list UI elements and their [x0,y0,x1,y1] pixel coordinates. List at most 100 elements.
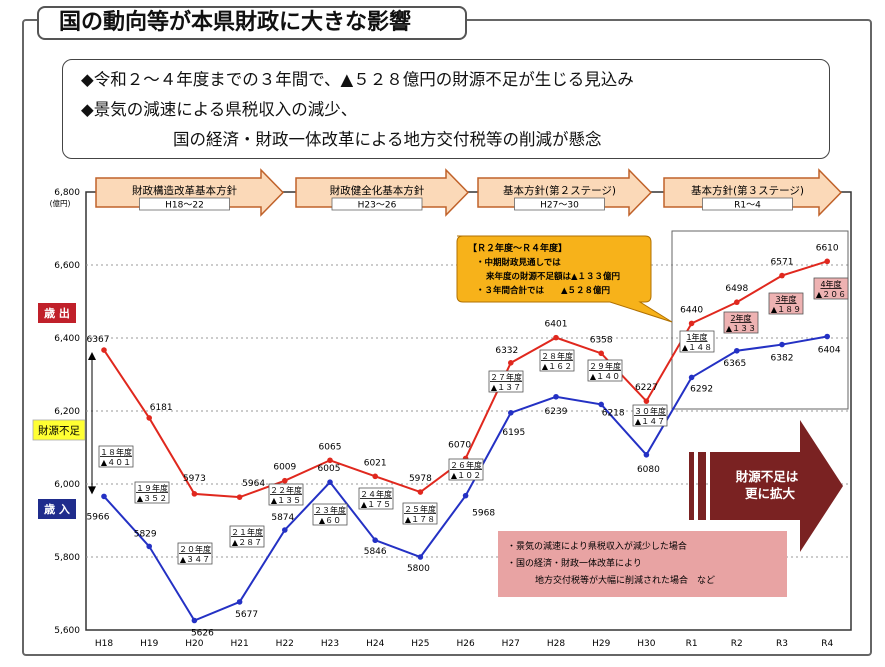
shortfall-value: ▲３５２ [137,494,167,503]
shortfall-year: ２１年度 [231,527,263,537]
x-tick-label: H18 [95,639,113,649]
phase-period: R1～4 [734,201,761,211]
phase-period-box [139,197,230,211]
x-tick-label: H30 [637,639,655,649]
expenditure-point [372,473,379,480]
data-label: 5964 [242,479,265,489]
arrow-text: 財源不足は [735,469,799,484]
revenue-point [462,492,469,499]
data-label: 6227 [635,383,658,393]
shortfall-label-box [177,542,213,565]
summary-line-3: 国の経済・財政一体改革による地方交付税等の削減が懸念 [173,130,602,149]
shortfall-year: ２７年度 [490,372,522,382]
shortfall-year: ２９年度 [589,361,621,371]
shortfall-value: ▲２８７ [232,538,262,547]
expenditure-point [101,347,107,353]
shortfall-value: ▲１８９ [771,305,801,314]
shortfall-year: ２０年度 [179,544,211,554]
x-tick-label: H19 [140,639,158,649]
expenditure-point [282,477,288,484]
revenue-point [327,479,333,485]
arrow-text: 更に拡大 [745,486,796,501]
revenue-point [598,401,604,408]
x-tick-label: H29 [592,639,610,649]
data-label: 6332 [495,346,518,356]
phase-period-box [514,197,605,211]
shortfall-label-box [312,503,348,526]
legend-shortfall: 財源不足 [38,424,80,437]
shortfall-year: 2年度 [730,313,751,323]
revenue-point [282,527,288,533]
shortfall-value: ▲１７８ [405,515,435,524]
legend-revenue: 歳 入 [44,502,70,516]
revenue-point [643,452,650,458]
data-label: 5677 [235,610,258,620]
callout-line: ・３年間合計では ▲５２８億円 [476,285,610,296]
shortfall-value: ▲４０１ [101,458,131,467]
revenue-point [734,347,740,354]
expenditure-point [508,360,514,366]
expenditure-point [327,457,333,464]
y-tick-label: 5,800 [54,553,80,563]
y-tick-label: 5,600 [54,626,80,636]
x-tick-label: H23 [321,639,339,649]
arrow-stripe [689,452,694,520]
legend-shortfall-box [32,419,86,441]
data-label: 6195 [502,428,525,438]
data-label: 6009 [273,463,296,473]
shortfall-label-box [134,481,170,504]
y-tick-label: 6,400 [54,334,80,344]
risk-note-line: ・国の経済・財政一体改革により [507,557,642,569]
data-label: 6181 [150,403,173,413]
shortfall-year: ２３年度 [314,505,346,515]
expenditure-point [779,272,785,279]
x-tick-label: H24 [366,639,384,649]
revenue-point [372,537,379,544]
revenue-point [101,493,107,500]
data-label: 6218 [602,408,625,418]
arrowhead-down [88,486,96,495]
shortfall-value: ▲６０ [319,516,341,525]
shortfall-year: ２５年度 [404,504,436,514]
shortfall-label-box [632,404,668,427]
shortfall-label-box [268,483,304,506]
x-tick-label: H21 [230,639,248,649]
phase-name: 基本方針(第３ステージ) [691,184,804,197]
data-label: 6021 [364,458,387,468]
revenue-point [191,617,198,624]
shortfall-year: ３０年度 [634,406,666,416]
data-label: 5626 [191,629,214,639]
phase-name: 財政構造改革基本方針 [132,184,237,197]
shortfall-value: ▲１４８ [682,343,712,352]
shortfall-label-box [488,370,524,393]
data-label: 5978 [409,474,432,484]
data-label: 6080 [637,465,660,475]
revenue-point [824,333,830,340]
shortfall-value: ▲３４７ [180,555,210,564]
shortfall-growth-arrow [710,420,843,552]
data-label: 5973 [183,474,206,484]
expenditure-point [598,350,604,357]
shortfall-year: １８年度 [100,447,132,457]
shortfall-label-box [229,525,265,548]
risk-note-box [498,531,787,597]
revenue-point [688,374,695,381]
data-label: 6440 [680,305,703,315]
data-label: 5846 [364,547,387,557]
data-label: 6239 [545,407,568,417]
x-tick-label: R3 [776,639,788,649]
revenue-point [417,554,424,560]
risk-note-line: ・景気の減速により県税収入が減少した場合 [507,540,687,552]
data-label: 5874 [271,513,294,523]
shortfall-label-box [768,292,804,315]
callout-heading: 【Ｒ２年度～Ｒ４年度】 [468,242,567,254]
data-label: 6365 [723,359,746,369]
data-label: 6005 [318,464,341,474]
callout-line: 来年度の財源不足額は▲１３３億円 [485,271,620,282]
shortfall-year: ２４年度 [360,489,392,499]
risk-note-line: 地方交付税等が大幅に削減された場合 など [535,574,715,586]
shortfall-label-box [358,487,394,510]
y-tick-label: 6,000 [54,480,80,490]
shortfall-label-box [448,458,484,481]
x-tick-label: H27 [502,639,520,649]
